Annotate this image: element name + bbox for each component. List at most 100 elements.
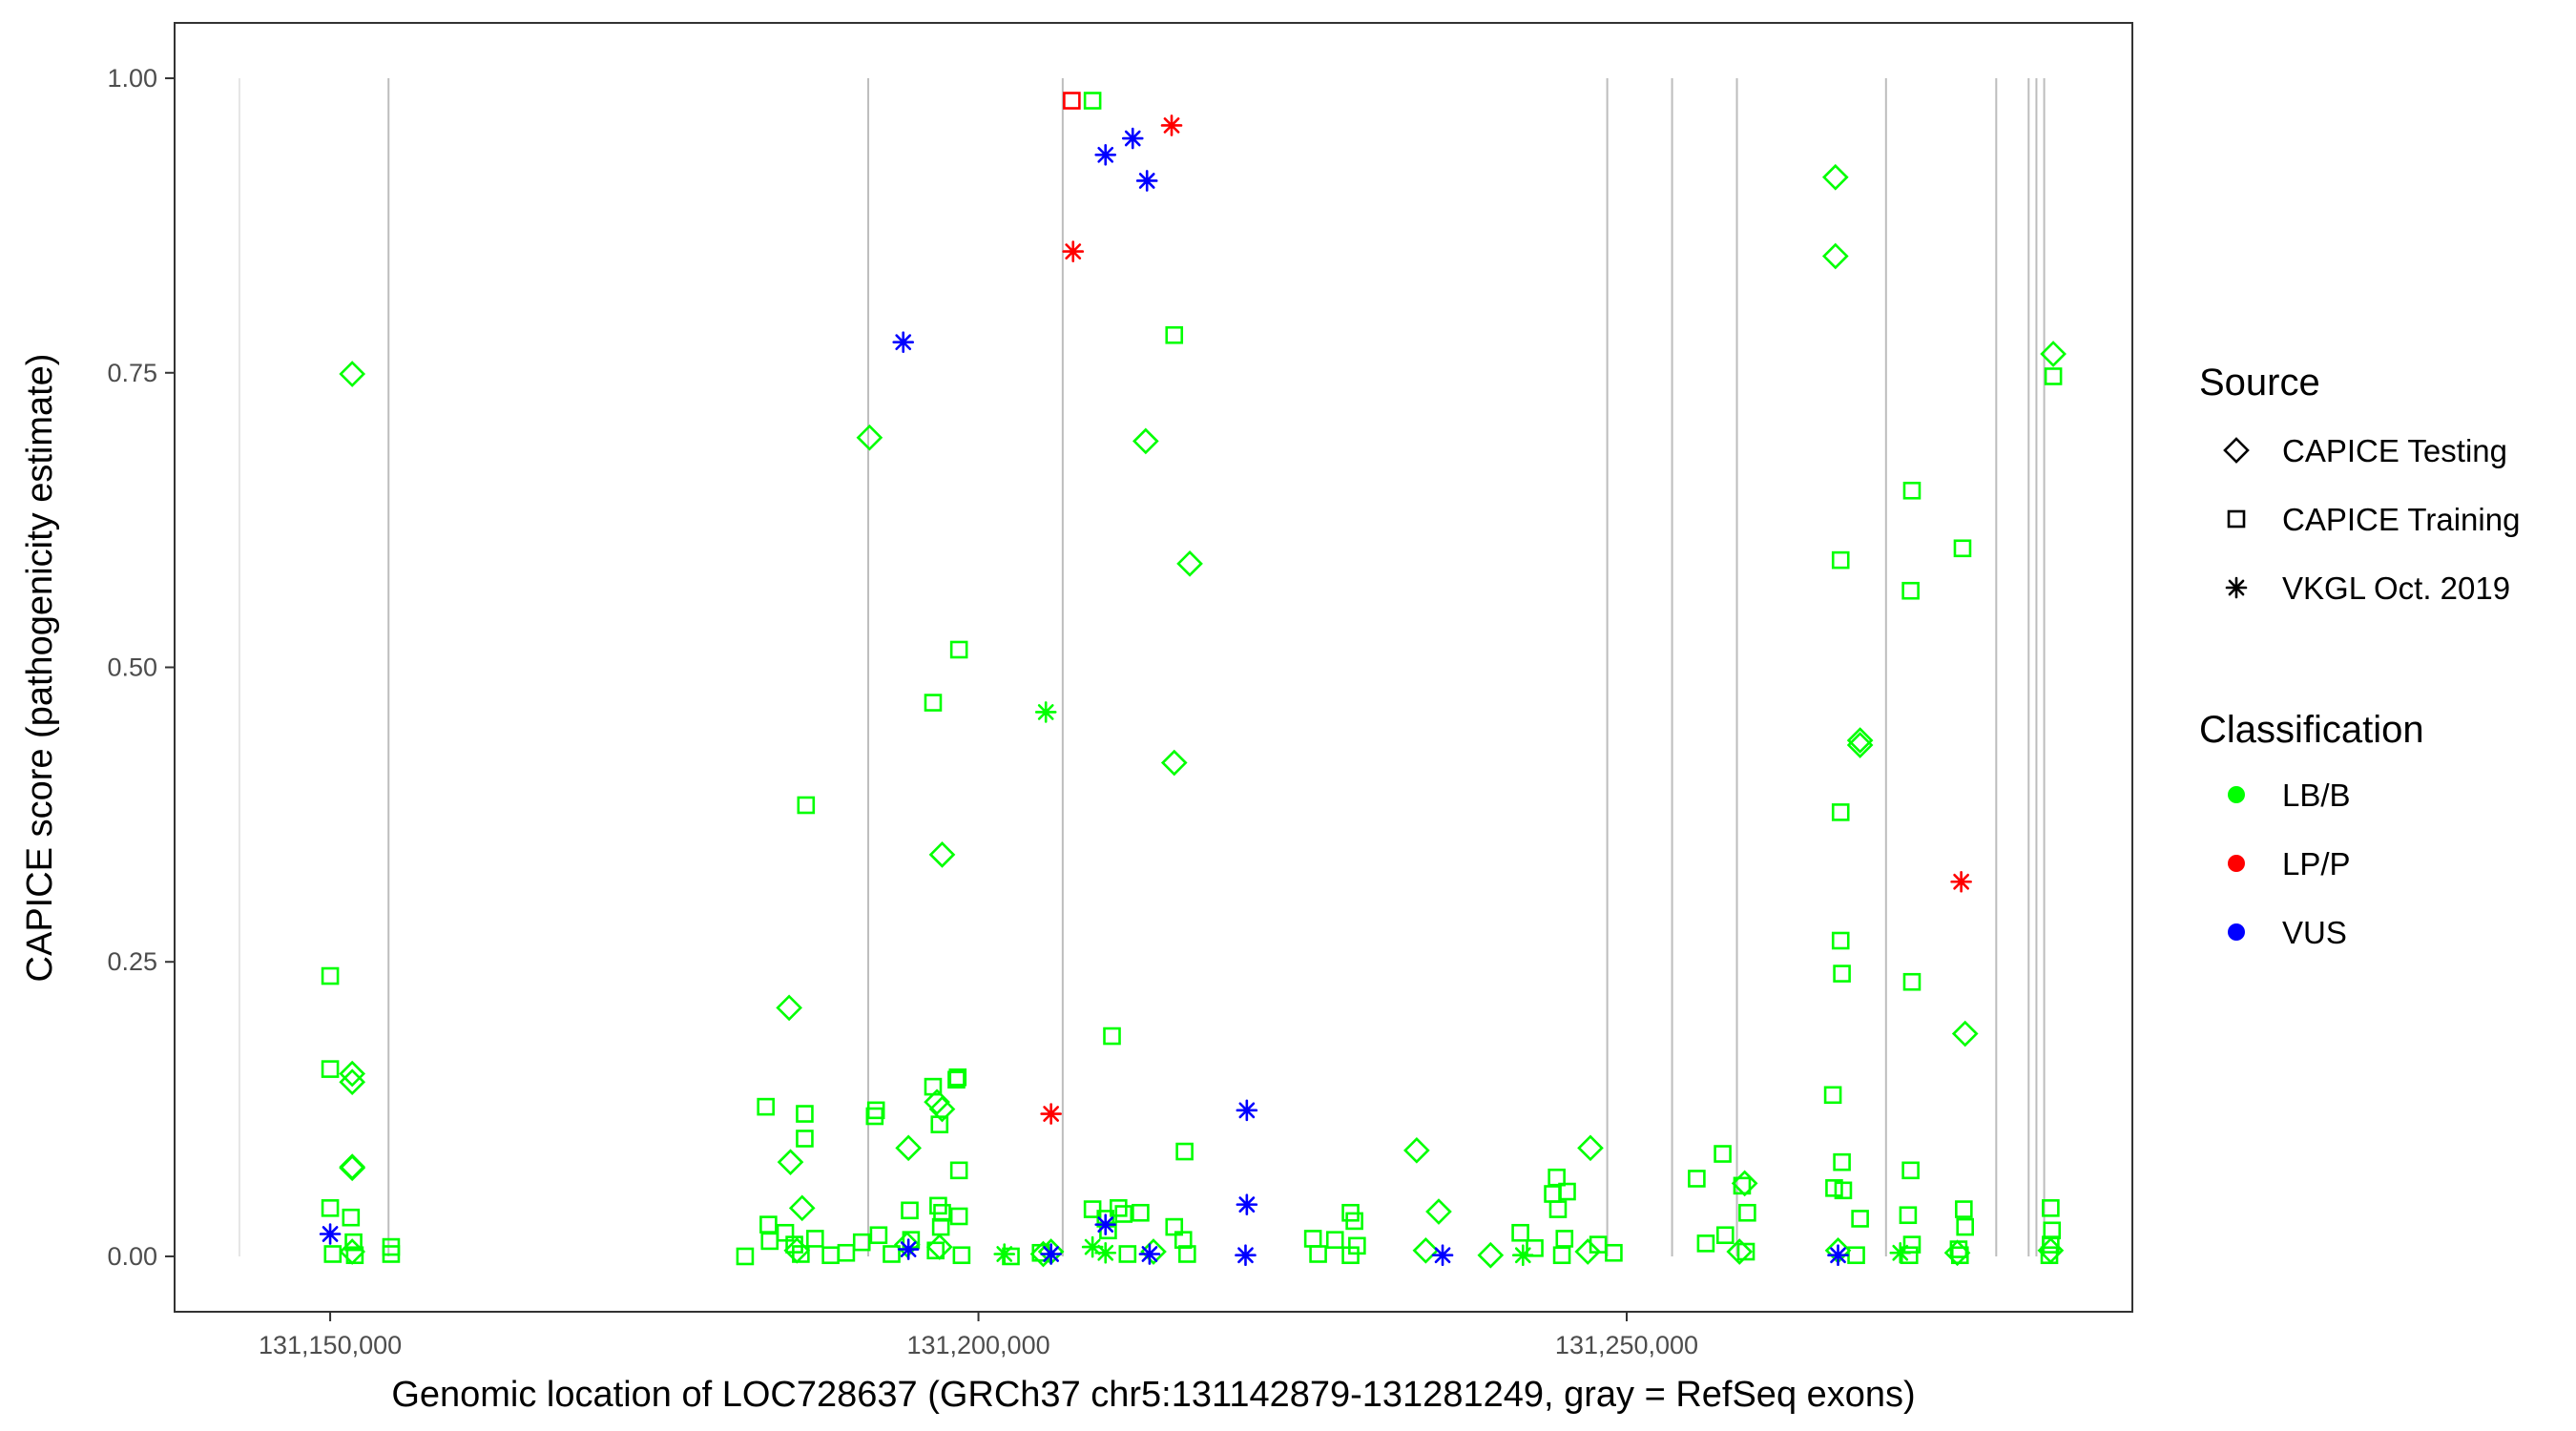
data-point — [1696, 1234, 1715, 1253]
y-tick-label: 0.00 — [107, 1242, 157, 1271]
legend-classification-title: Classification — [2199, 709, 2424, 751]
data-point — [1688, 1170, 1706, 1188]
data-point — [1341, 1246, 1360, 1265]
data-point — [2042, 1199, 2060, 1217]
data-point — [821, 1246, 840, 1265]
data-point — [1831, 550, 1850, 570]
x-axis-title: Genomic location of LOC728637 (GRCh37 ch… — [391, 1375, 1915, 1415]
x-tick-label: 131,250,000 — [1555, 1331, 1698, 1359]
data-point — [949, 1207, 968, 1226]
data-point — [339, 361, 366, 387]
data-point — [856, 424, 883, 451]
data-point — [1081, 1235, 1104, 1258]
data-point — [776, 1223, 795, 1242]
data-point — [924, 1089, 950, 1116]
data-point — [760, 1232, 779, 1251]
data-point — [993, 1243, 1016, 1265]
data-point — [1477, 1241, 1505, 1269]
data-point — [796, 1130, 814, 1148]
data-point — [1574, 1238, 1602, 1265]
legend-color-dot — [2228, 855, 2245, 872]
data-point — [1831, 931, 1850, 950]
data-point — [1118, 1245, 1137, 1263]
data-point — [1325, 1231, 1344, 1249]
data-point — [1731, 1170, 1758, 1197]
data-point — [892, 331, 915, 353]
data-point — [1955, 1200, 1973, 1218]
y-axis: 0.00 0.25 0.50 0.75 1.00 — [107, 64, 175, 1271]
legend-diamond-symbol — [2223, 437, 2250, 464]
data-points-layer — [319, 92, 2067, 1269]
data-point — [2040, 1246, 2059, 1265]
data-point — [1034, 701, 1057, 723]
data-point — [1831, 803, 1850, 821]
data-point — [1512, 1244, 1534, 1267]
data-point — [2044, 367, 2063, 385]
data-point — [1552, 1246, 1571, 1265]
data-point — [1121, 127, 1144, 150]
legend-color-dot — [2228, 786, 2245, 803]
data-point — [1738, 1203, 1756, 1222]
legend-classification-label: VUS — [2282, 915, 2347, 950]
data-point — [1103, 1027, 1121, 1046]
data-point — [339, 1153, 366, 1180]
data-point — [1160, 114, 1183, 136]
y-axis-title: CAPICE score (pathogenicity estimate) — [20, 354, 60, 983]
data-point — [1956, 1217, 1974, 1236]
data-point — [1902, 1235, 1922, 1254]
data-point — [852, 1233, 871, 1252]
data-point — [1165, 1217, 1184, 1236]
data-point — [1235, 1244, 1257, 1267]
data-point — [1548, 1168, 1566, 1187]
data-point — [931, 1217, 950, 1236]
data-point — [1715, 1226, 1735, 1245]
data-point — [1714, 1145, 1732, 1163]
data-point — [1165, 325, 1184, 344]
data-point — [1605, 1243, 1623, 1262]
data-point — [2042, 1235, 2060, 1254]
exon-lines-layer — [238, 78, 2046, 1256]
data-point — [947, 1070, 966, 1089]
data-point — [1175, 1142, 1194, 1161]
data-point — [339, 1068, 366, 1096]
data-point — [1827, 1244, 1849, 1267]
data-point — [1889, 1241, 1912, 1264]
plot-panel-border — [174, 22, 2133, 1313]
data-point — [1544, 1185, 1562, 1203]
data-point — [1132, 1203, 1150, 1222]
legend-classification-label: LB/B — [2282, 778, 2351, 813]
x-tick-label: 131,200,000 — [906, 1331, 1049, 1359]
legend-asterisk-symbol — [2225, 576, 2248, 599]
data-point — [1548, 1200, 1568, 1218]
data-point — [788, 1194, 816, 1222]
data-point — [837, 1243, 856, 1262]
data-point — [869, 1226, 888, 1245]
data-point — [344, 1233, 363, 1252]
legend-source-label: CAPICE Training — [2282, 502, 2520, 537]
data-point — [928, 841, 956, 868]
data-point — [1040, 1243, 1062, 1265]
data-point — [952, 1246, 971, 1265]
data-point — [1526, 1239, 1544, 1257]
data-point — [1846, 727, 1874, 754]
data-point — [1176, 550, 1203, 577]
data-point — [1943, 1239, 1971, 1267]
data-point — [928, 1095, 956, 1123]
data-point — [1949, 1240, 1968, 1258]
data-point — [926, 1241, 945, 1260]
data-point — [1160, 749, 1188, 777]
data-point — [1132, 427, 1159, 455]
data-point — [797, 796, 816, 815]
data-point — [1412, 1236, 1440, 1264]
data-point — [1403, 1136, 1430, 1164]
data-point — [1555, 1230, 1574, 1248]
data-point — [1902, 972, 1922, 991]
data-point — [777, 1149, 804, 1176]
data-point — [323, 1245, 343, 1263]
data-point — [321, 1199, 340, 1217]
legend-source-label: VKGL Oct. 2019 — [2282, 570, 2510, 606]
data-point — [736, 1247, 755, 1266]
data-point — [1063, 92, 1081, 110]
data-point — [1062, 240, 1085, 262]
data-point — [1425, 1198, 1452, 1225]
